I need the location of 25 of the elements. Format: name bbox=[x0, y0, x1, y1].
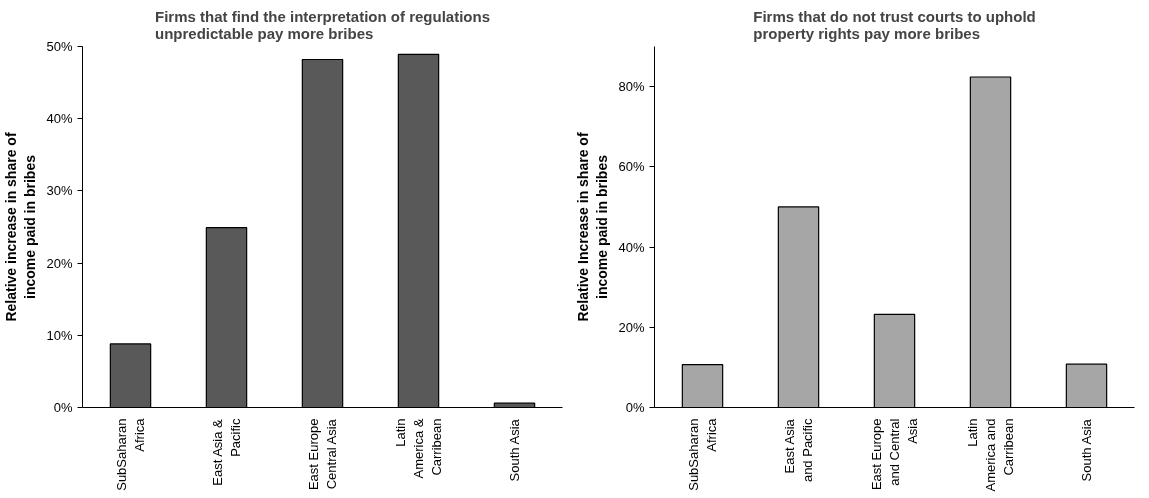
x-tick-label: SubSaharan Africa bbox=[686, 417, 719, 491]
y-tick-label: 30% bbox=[46, 183, 73, 199]
x-tick-label: Latin America and Carribean bbox=[965, 418, 1016, 492]
y-tick-label: 0% bbox=[625, 400, 645, 415]
chart-title: Firms that find the interpretation of regulations unpredictable pay more bribes bbox=[155, 7, 491, 42]
chart-title: Firms that do not trust courts to uphold property rights pay more bribes bbox=[753, 7, 1036, 42]
y-tick-label: 60% bbox=[618, 159, 645, 175]
x-tick-label: SubSaharan Africa bbox=[114, 417, 147, 491]
y-axis-title: Relative increase in share of income paid in bribes bbox=[3, 132, 39, 322]
y-tick-label: 80% bbox=[618, 79, 645, 95]
y-tick-label: 0% bbox=[53, 400, 73, 415]
x-tick-label: South Asia bbox=[1079, 418, 1094, 482]
x-tick-label: East Europe Central Asia bbox=[306, 418, 339, 491]
x-tick-label: East Asia & Pacific bbox=[210, 418, 243, 486]
y-axis-title: Relative Increase in share of income paid in bribes bbox=[575, 132, 611, 322]
y-tick-label: 40% bbox=[618, 239, 645, 255]
x-tick-label: Latin America & Carribean bbox=[393, 418, 444, 479]
x-tick-label: East Asia and Pacific bbox=[782, 418, 815, 483]
x-tick-label: South Asia bbox=[507, 418, 522, 482]
y-tick-label: 50% bbox=[46, 39, 73, 54]
y-tick-label: 20% bbox=[46, 255, 73, 271]
x-tick-label: East Europe and Central Asia bbox=[869, 417, 920, 491]
y-tick-label: 40% bbox=[46, 111, 73, 127]
y-tick-label: 20% bbox=[618, 319, 645, 335]
y-tick-label: 10% bbox=[46, 327, 73, 343]
